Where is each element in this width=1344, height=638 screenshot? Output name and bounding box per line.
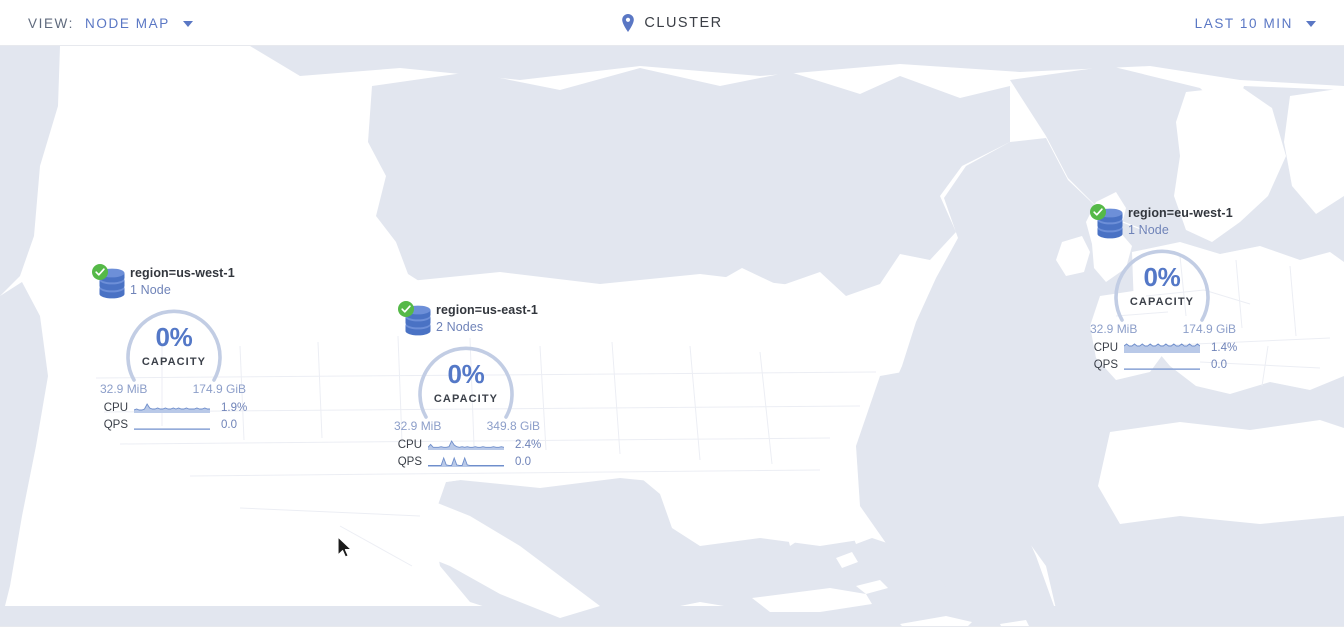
database-stack-icon[interactable] [1088,204,1124,242]
node-header[interactable]: region=eu-west-1 1 Node [1088,204,1237,244]
view-selected-value[interactable]: NODE MAP [85,15,170,31]
capacity-percent: 0% [155,322,193,352]
metric-value-qps: 0.0 [1211,358,1227,371]
metric-row-qps: QPS 0.0 [100,416,247,433]
database-stack-icon[interactable] [396,301,432,339]
cluster-title-group: CLUSTER [0,0,1344,46]
memory-total: 174.9 GiB [192,382,246,396]
metric-value-qps: 0.0 [221,418,237,431]
node-region-name: region=us-west-1 [130,266,235,280]
memory-total: 349.8 GiB [486,419,540,433]
view-selector[interactable]: VIEW: NODE MAP [28,0,193,46]
node-label-group: region=us-east-1 2 Nodes [436,303,538,335]
capacity-gauge: 0% CAPACITY [110,306,238,384]
memory-total: 174.9 GiB [1182,322,1236,336]
time-range-value[interactable]: LAST 10 MIN [1194,15,1293,31]
panel-bottom-border [0,626,1344,627]
qps-sparkline [134,419,210,430]
cpu-sparkline [134,402,210,413]
chevron-down-icon[interactable] [1306,21,1316,27]
node-marker-us-west-1[interactable]: region=us-west-1 1 Node 0% CAPACITY 32.9… [90,264,247,433]
footer-strip [0,627,1344,638]
metric-label-cpu: CPU [397,438,422,451]
metric-value-cpu: 1.4% [1211,341,1238,354]
page-title: CLUSTER [644,15,723,31]
status-ok-check-icon [398,301,414,322]
capacity-percent: 0% [1143,262,1181,292]
node-header[interactable]: region=us-west-1 1 Node [90,264,247,304]
memory-used: 32.9 MiB [100,382,148,396]
memory-used: 32.9 MiB [394,419,442,433]
metric-label-cpu: CPU [103,401,128,414]
map-pin-icon [621,14,635,32]
node-count-label: 2 Nodes [436,320,484,334]
node-label-group: region=us-west-1 1 Node [130,266,235,298]
node-count-label: 1 Node [130,283,171,297]
status-ok-check-icon [1090,204,1106,225]
capacity-gauge: 0% CAPACITY [402,343,530,421]
metric-label-qps: QPS [1093,358,1118,371]
capacity-percent: 0% [447,359,485,389]
metric-label-qps: QPS [397,455,422,468]
view-label: VIEW: [28,15,75,31]
world-map-graphic [0,46,1344,626]
metric-value-qps: 0.0 [515,455,531,468]
mouse-pointer-icon [336,536,354,560]
memory-row: 32.9 MiB 349.8 GiB [394,419,540,436]
metric-value-cpu: 1.9% [221,401,248,414]
node-count-label: 1 Node [1128,223,1169,237]
qps-sparkline [1124,359,1200,370]
metric-label-qps: QPS [103,418,128,431]
qps-sparkline [428,456,504,467]
chevron-down-icon[interactable] [182,21,193,27]
memory-used: 32.9 MiB [1090,322,1138,336]
time-range-selector[interactable]: LAST 10 MIN [1195,0,1316,46]
metric-row-cpu: CPU 1.9% [100,399,248,416]
node-header[interactable]: region=us-east-1 2 Nodes [396,301,541,341]
metric-value-cpu: 2.4% [515,438,542,451]
node-region-name: region=eu-west-1 [1128,206,1233,220]
metric-label-cpu: CPU [1093,341,1118,354]
node-region-name: region=us-east-1 [436,303,538,317]
status-ok-check-icon [92,264,108,285]
node-label-group: region=eu-west-1 1 Node [1128,206,1233,238]
capacity-caption: CAPACITY [433,393,499,405]
metric-row-qps: QPS 0.0 [394,453,541,470]
top-toolbar: VIEW: NODE MAP CLUSTER LAST 10 MIN [0,0,1344,46]
metric-row-cpu: CPU 2.4% [394,436,542,453]
cpu-sparkline [1124,342,1200,353]
capacity-caption: CAPACITY [1129,296,1195,308]
node-marker-eu-west-1[interactable]: region=eu-west-1 1 Node 0% CAPACITY 32.9… [1088,204,1237,373]
capacity-gauge: 0% CAPACITY [1098,246,1226,324]
metric-row-qps: QPS 0.0 [1090,356,1237,373]
memory-row: 32.9 MiB 174.9 GiB [1090,322,1236,339]
node-marker-us-east-1[interactable]: region=us-east-1 2 Nodes 0% CAPACITY 32.… [394,301,542,470]
memory-row: 32.9 MiB 174.9 GiB [100,382,246,399]
cpu-sparkline [428,439,504,450]
database-stack-icon[interactable] [90,264,126,302]
metric-row-cpu: CPU 1.4% [1090,339,1238,356]
node-map[interactable]: region=us-west-1 1 Node 0% CAPACITY 32.9… [0,46,1344,626]
capacity-caption: CAPACITY [141,356,207,368]
